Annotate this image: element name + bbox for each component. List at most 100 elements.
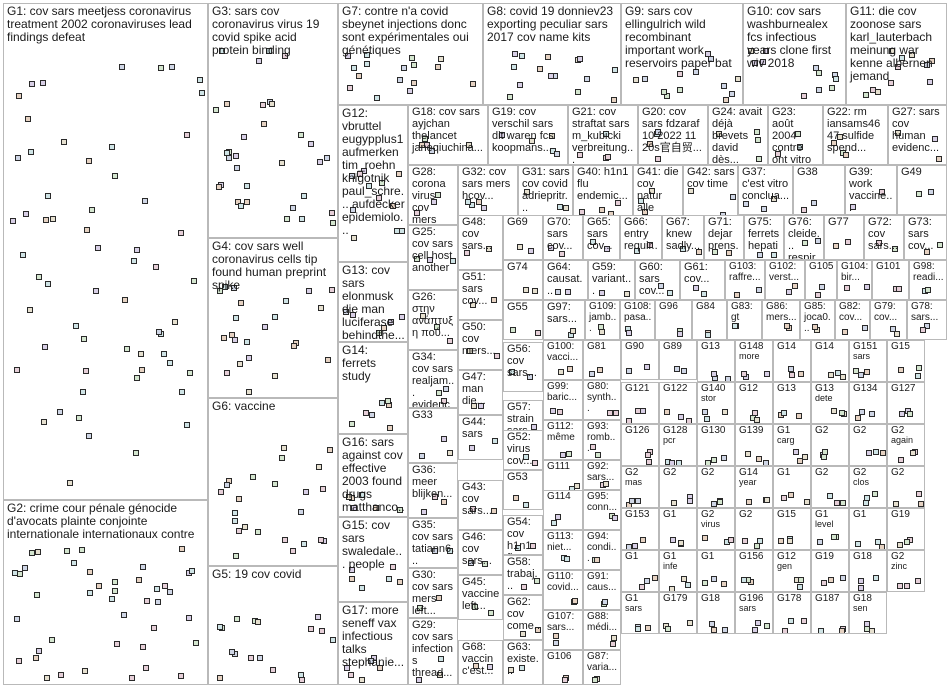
group-cell-small[interactable]: G12 [735,382,773,424]
group-cell-g2[interactable]: G2: crime cour pénale génocide d'avocats… [3,500,208,685]
group-cell-g18[interactable]: G18: cov sars ayjchan thelancet janeqiuc… [408,105,488,165]
group-cell-g34[interactable]: G34: cov sars realjam... evidence [408,350,458,408]
group-cell-g5[interactable]: G5: 19 cov covid [208,566,338,685]
group-cell-g6[interactable]: G6: vaccine [208,398,338,566]
group-cell-small[interactable]: G127 [887,382,925,424]
group-cell-small[interactable]: G2 [697,466,735,508]
group-cell-small[interactable]: G139 [735,424,773,466]
group-cell-g112[interactable]: G112: même [543,420,583,460]
group-cell-g10[interactable]: G10: cov sars washburnealex fcs infectio… [743,3,846,105]
group-cell-small[interactable]: G13 [773,382,811,424]
group-cell-g89[interactable]: G89 [659,340,697,380]
group-cell-small[interactable]: G1 [621,550,659,592]
group-cell-small[interactable]: G130 [697,424,735,466]
group-cell-small[interactable]: G13 [697,340,735,382]
group-cell-g43[interactable]: G43: cov sars... [458,480,503,530]
group-cell-small[interactable]: G2 [887,466,925,508]
group-cell-g66[interactable]: G66: entry requir... [620,215,662,260]
group-cell-g24[interactable]: G24: avait déjà brevets david dès... [708,105,768,165]
group-cell-small[interactable]: G15 [773,508,811,550]
group-cell-g13[interactable]: G13: cov sars elonmusk die man luciferas… [338,262,408,342]
group-cell-g21[interactable]: G21: cov straftat sars m_kubicki verbrei… [568,105,638,165]
group-cell-small[interactable]: G2 [735,508,773,550]
group-cell-g52[interactable]: G52: virus cov... [503,430,543,470]
group-cell-small[interactable]: G121 [621,382,659,424]
group-cell-small[interactable]: G1 carg [773,424,811,466]
group-cell-g12[interactable]: G12: vbruttel eugypplus1 aufmerken tim_r… [338,105,408,262]
group-cell-g20[interactable]: G20: cov sars fdzaraf 10 2022 11 20s官自贸.… [638,105,708,165]
group-cell-small[interactable]: G2 again [887,424,925,466]
group-cell-small[interactable]: G196 sars [735,592,773,634]
group-cell-g45[interactable]: G45: vaccine left... [458,575,503,620]
group-cell-g23[interactable]: G23: août 2004 contre ont vitro cov... [768,105,823,165]
group-cell-g98[interactable]: G98: readi... [909,260,947,300]
group-cell-g113[interactable]: G113: niet... [543,530,583,570]
group-cell-small[interactable]: G1 [659,508,697,550]
group-cell-g87[interactable]: G87: varia... [583,650,621,685]
group-cell-g17[interactable]: G17: more seneff vax infectious talks st… [338,602,408,685]
group-cell-g44[interactable]: G44: sars [458,415,503,460]
group-cell-g29[interactable]: G29: cov sars infections thread... [408,618,458,685]
group-cell-g35[interactable]: G35: cov sars tatiann6... théorie... [408,518,458,568]
group-cell-g104[interactable]: G104: bir... [837,260,872,300]
group-cell-small[interactable]: G2 zinc [887,550,925,592]
group-cell-small[interactable]: G2 [659,466,697,508]
group-cell-g95[interactable]: G95: conn... [583,490,621,530]
group-cell-g110[interactable]: G110: covid... [543,570,583,610]
group-cell-small[interactable]: G1 [773,466,811,508]
group-cell-small[interactable]: G13 dete [811,382,849,424]
group-cell-g93[interactable]: G93: romb... [583,420,621,460]
group-cell-small[interactable]: G15 [887,340,925,382]
group-cell-g97[interactable]: G97: sars... [543,300,585,340]
group-cell-g109[interactable]: G109: jamb... [585,300,620,340]
group-cell-small[interactable]: G14 year [735,466,773,508]
group-cell-g59[interactable]: G59: variant... [588,260,635,300]
group-cell-g62[interactable]: G62: cov come... [503,595,543,640]
group-cell-small[interactable]: G1 infe [659,550,697,592]
group-cell-g58[interactable]: G58: trabaj... [503,555,543,595]
group-cell-g107[interactable]: G107: sars... [543,610,583,650]
group-cell-small[interactable]: G134 [849,382,887,424]
group-cell-small[interactable]: G19 [811,550,849,592]
group-cell-g16[interactable]: G16: sars against cov effective 2003 fou… [338,434,408,517]
group-cell-small[interactable]: G140 stor [697,382,735,424]
group-cell-g94[interactable]: G94: condi... [583,530,621,570]
group-cell-g83[interactable]: G83: gt [727,300,762,340]
group-cell-small[interactable]: G1 level [811,508,849,550]
group-cell-g38[interactable]: G38 [793,165,845,215]
group-cell-small[interactable]: G153 [621,508,659,550]
group-cell-g72[interactable]: G72: cov sars... [864,215,904,260]
group-cell-g105[interactable]: G105 [805,260,837,300]
group-cell-g75[interactable]: G75: ferrets hepati... [744,215,784,260]
group-cell-g78[interactable]: G78: sars... [907,300,947,340]
group-cell-g1[interactable]: G1: cov sars meetjess coronavirus treatm… [3,3,208,500]
group-cell-small[interactable]: G12 gen [773,550,811,592]
group-cell-g76[interactable]: G76: cleide... respir... [784,215,824,260]
group-cell-g100[interactable]: G100: vacci... [543,340,583,380]
group-cell-small[interactable]: G128 pcr [659,424,697,466]
group-cell-small[interactable]: G148 more [735,340,773,382]
group-cell-g82[interactable]: G82: cov... [835,300,870,340]
group-cell-small[interactable]: G1 [697,550,735,592]
group-cell-g36[interactable]: G36: meer blijken... [408,463,458,518]
group-cell-g8[interactable]: G8: covid 19 donniev23 exporting peculia… [483,3,621,105]
group-cell-small[interactable]: G151 sars [849,340,887,382]
group-cell-g81[interactable]: G81 [583,340,621,380]
group-cell-g63[interactable]: G63: existe... [503,640,543,685]
group-cell-g74[interactable]: G74 [503,260,543,300]
group-cell-g102[interactable]: G102: verst... [765,260,805,300]
group-cell-g68[interactable]: G68: vaccin c'est... [458,640,503,685]
group-cell-g3[interactable]: G3: sars cov coronavirus virus 19 covid … [208,3,338,238]
group-cell-g51[interactable]: G51: sars cov... [458,270,503,320]
group-cell-g27[interactable]: G27: sars cov human evidenc... [888,105,947,165]
group-cell-g54[interactable]: G54: cov h1n1 flu... [503,515,543,555]
group-cell-g49[interactable]: G49 [897,165,947,215]
group-cell-g46[interactable]: G46: cov sars... [458,530,503,575]
group-cell-g65[interactable]: G65: sars cov... [583,215,620,260]
group-cell-g39[interactable]: G39: work vaccine... [845,165,897,215]
group-cell-small[interactable]: G187 [811,592,849,634]
group-cell-small[interactable]: G2 [811,466,849,508]
group-cell-g22[interactable]: G22: rm iansams46 47 sulfide spend... [823,105,888,165]
group-cell-g55[interactable]: G55 [503,300,543,340]
group-cell-small[interactable]: G18 [849,550,887,592]
